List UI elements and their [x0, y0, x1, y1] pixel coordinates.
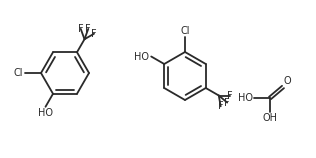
Text: F: F	[227, 91, 233, 100]
Text: F: F	[78, 24, 83, 34]
Text: O: O	[284, 76, 292, 86]
Text: F: F	[224, 98, 230, 108]
Text: F: F	[91, 29, 97, 39]
Text: HO: HO	[238, 93, 253, 103]
Text: OH: OH	[263, 113, 277, 123]
Text: Cl: Cl	[14, 68, 23, 78]
Text: HO: HO	[38, 108, 53, 118]
Text: Cl: Cl	[180, 26, 190, 36]
Text: F: F	[85, 24, 91, 34]
Text: HO: HO	[134, 52, 149, 61]
Text: F: F	[218, 101, 223, 111]
